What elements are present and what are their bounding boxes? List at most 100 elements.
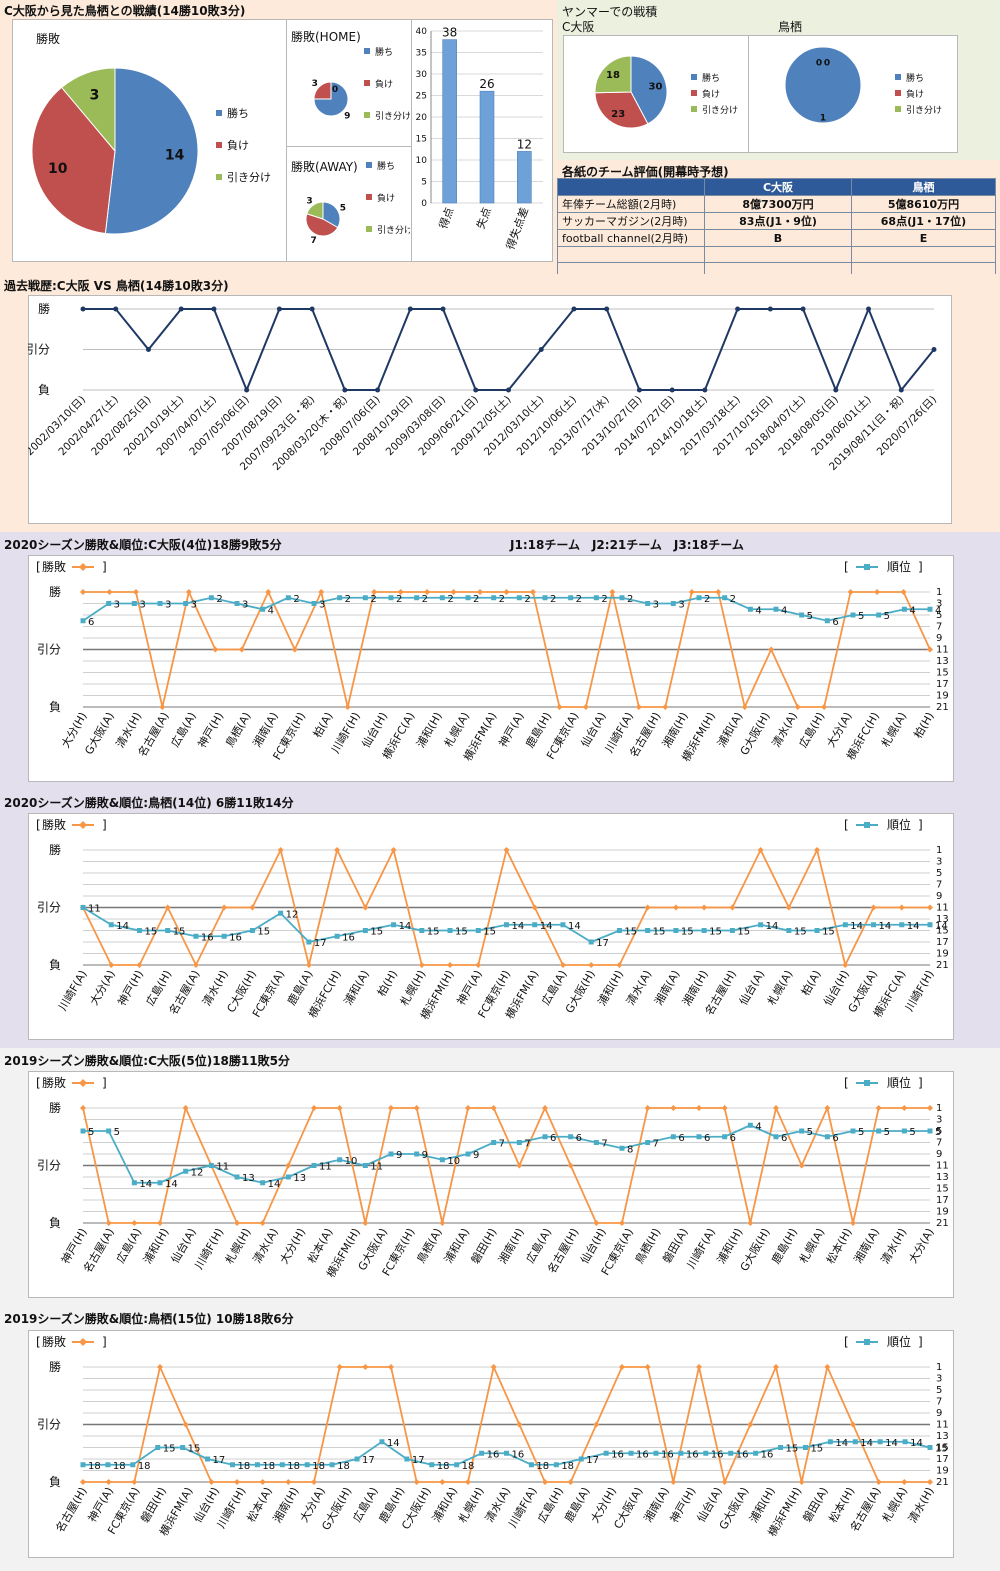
rank-data-label: 4 — [268, 605, 274, 616]
eval-head-tosu: 鳥栖 — [851, 178, 996, 196]
rank-tick-label: 13 — [936, 1172, 949, 1183]
rank-data-label: 3 — [165, 600, 171, 611]
result-point — [721, 1479, 728, 1485]
legend-bracket: ] — [918, 818, 923, 832]
rank-point — [130, 1462, 136, 1468]
rank-point — [619, 1145, 625, 1151]
s2019t-chart-box — [28, 1330, 954, 1558]
rank-data-label: 14 — [139, 1179, 152, 1190]
rank-data-label: 18 — [312, 1461, 325, 1472]
rank-data-label: 18 — [113, 1461, 126, 1472]
legend-swatch — [366, 162, 372, 168]
rank-tick-label: 7 — [936, 622, 942, 633]
rank-data-label: 14 — [910, 1438, 923, 1449]
eval-cell: 5億8610万円 — [851, 195, 996, 213]
pie-data-label: 7 — [311, 236, 317, 246]
rank-data-label: 2 — [396, 594, 402, 605]
rank-data-label: 14 — [568, 921, 581, 932]
legend-entry: 引き分け — [702, 105, 738, 116]
pie-slice — [60, 67, 116, 153]
rank-tick-label: 21 — [936, 1477, 949, 1488]
x-tick-label: 2009/03/08(日) — [384, 394, 449, 459]
rank-data-label: 3 — [678, 600, 684, 611]
rank-point — [593, 595, 599, 601]
x-tick-label: 湘南(A) — [651, 968, 682, 1008]
rank-data-label: 2 — [627, 594, 633, 605]
rank-tick-label: 15 — [936, 1443, 949, 1454]
history-point — [800, 306, 806, 312]
result-point — [927, 904, 933, 911]
result-point — [418, 962, 425, 968]
rank-data-label: 10 — [345, 1156, 358, 1167]
rank-point — [645, 1140, 651, 1145]
rank-point — [404, 1456, 410, 1462]
rank-data-label: 11 — [319, 1162, 332, 1173]
rank-tick-label: 19 — [936, 949, 949, 960]
rank-point — [588, 939, 594, 945]
x-tick-label: 大分(A) — [905, 1226, 936, 1266]
result-point — [490, 1364, 497, 1370]
rank-point — [593, 1140, 599, 1145]
result-point — [696, 1364, 702, 1370]
rank-data-label: 4 — [935, 605, 941, 616]
x-tick-label: 広島(A) — [538, 968, 569, 1008]
result-point — [556, 704, 563, 710]
y-tick-label: 30 — [416, 70, 428, 80]
rank-data-label: 6 — [832, 617, 838, 628]
rank-data-label: 5 — [884, 1127, 890, 1138]
result-point — [285, 1479, 292, 1485]
rank-data-label: 7 — [524, 1139, 530, 1150]
rank-tick-label: 13 — [936, 914, 949, 925]
rank-point — [670, 601, 676, 606]
x-tick-label: 柏(A) — [310, 710, 336, 740]
away-pie-title: 勝敗(AWAY) — [291, 160, 358, 174]
rank-data-label: 2 — [576, 594, 582, 605]
rank-data-label: 16 — [761, 1449, 774, 1460]
rank-data-label: 2 — [447, 594, 453, 605]
result-point — [715, 589, 722, 595]
rank-point — [106, 601, 112, 606]
rank-data-label: 15 — [822, 927, 835, 938]
rank-point — [516, 595, 522, 601]
rank-data-label: 16 — [229, 932, 242, 943]
pie-data-label: 3 — [312, 79, 318, 89]
rank-data-label: 14 — [540, 921, 553, 932]
rank-data-label: 11 — [370, 1162, 383, 1173]
rank-data-label: 14 — [766, 921, 779, 932]
y-label: 引分 — [28, 343, 50, 357]
rank-data-label: 6 — [88, 617, 94, 628]
x-tick-label: 広島(H) — [143, 968, 175, 1009]
pie-data-label: 30 — [648, 81, 662, 92]
rank-data-label: 6 — [576, 1133, 582, 1144]
rank-data-label: 16 — [611, 1449, 624, 1460]
y-tick-label: 5 — [421, 178, 427, 188]
rank-data-label: 5 — [807, 1127, 813, 1138]
x-tick-label: 2017/10/15(日) — [711, 394, 776, 459]
result-point — [768, 646, 775, 653]
legend-bracket: [ — [844, 1335, 849, 1349]
result-point — [159, 704, 166, 710]
rank-tick-label: 19 — [936, 691, 949, 702]
result-point — [234, 1479, 240, 1485]
legend-entry: 負け — [375, 78, 393, 90]
rank-tick-label: 1 — [936, 845, 942, 856]
rank-tick-label: 13 — [936, 1431, 949, 1442]
rank-tick-label: 11 — [936, 1161, 949, 1172]
result-point — [741, 704, 748, 710]
rank-tick-label: 7 — [936, 880, 942, 891]
rank-point — [516, 1140, 522, 1145]
x-tick-label: 2018/04/07(土) — [743, 393, 808, 458]
legend-bracket: [ — [36, 1335, 41, 1349]
result-point — [371, 589, 378, 595]
x-tick-label: 2009/12/05(土) — [448, 393, 513, 458]
rank-data-label: 11 — [216, 1162, 229, 1173]
rank-point — [429, 1462, 435, 1468]
result-point — [132, 589, 139, 595]
x-tick-label: 2002/08/25(日) — [89, 394, 154, 459]
legend-bracket: ] — [102, 560, 107, 574]
